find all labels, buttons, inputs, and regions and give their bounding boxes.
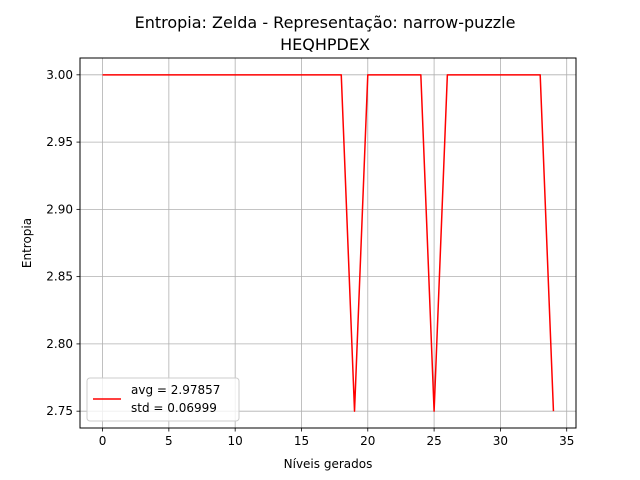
y-tick-label: 3.00 <box>46 68 73 82</box>
y-axis-label: Entropia <box>20 218 34 268</box>
chart-title-line-2: HEQHPDEX <box>280 35 370 54</box>
plot-area-frame <box>79 57 577 429</box>
x-tick-label: 20 <box>360 434 375 448</box>
x-tick-label: 5 <box>165 434 173 448</box>
y-tick-label: 2.95 <box>46 135 73 149</box>
y-tick-label: 2.90 <box>46 202 73 216</box>
axis-ticks: 0 5 10 15 20 25 30 35 2.75 2.80 2.85 2.90 2.95 3.00 <box>46 68 574 448</box>
entropy-series-line <box>102 74 555 412</box>
x-axis-label: Níveis gerados <box>284 457 373 471</box>
x-tick-label: 0 <box>99 434 107 448</box>
legend-avg-label: avg = 2.97857 <box>131 383 220 397</box>
legend: avg = 2.97857 std = 0.06999 <box>86 377 240 422</box>
x-tick-label: 30 <box>493 434 508 448</box>
x-tick-label: 35 <box>559 434 574 448</box>
y-tick-label: 2.80 <box>46 337 73 351</box>
y-tick-label: 2.85 <box>46 270 73 284</box>
series-layer <box>102 74 555 412</box>
x-tick-label: 25 <box>426 434 441 448</box>
x-tick-label: 10 <box>228 434 243 448</box>
legend-box <box>86 377 240 422</box>
chart-title-line-1: Entropia: Zelda - Representação: narrow-… <box>135 13 516 32</box>
y-tick-label: 2.75 <box>46 404 73 418</box>
x-tick-label: 15 <box>294 434 309 448</box>
legend-std-label: std = 0.06999 <box>131 401 217 415</box>
